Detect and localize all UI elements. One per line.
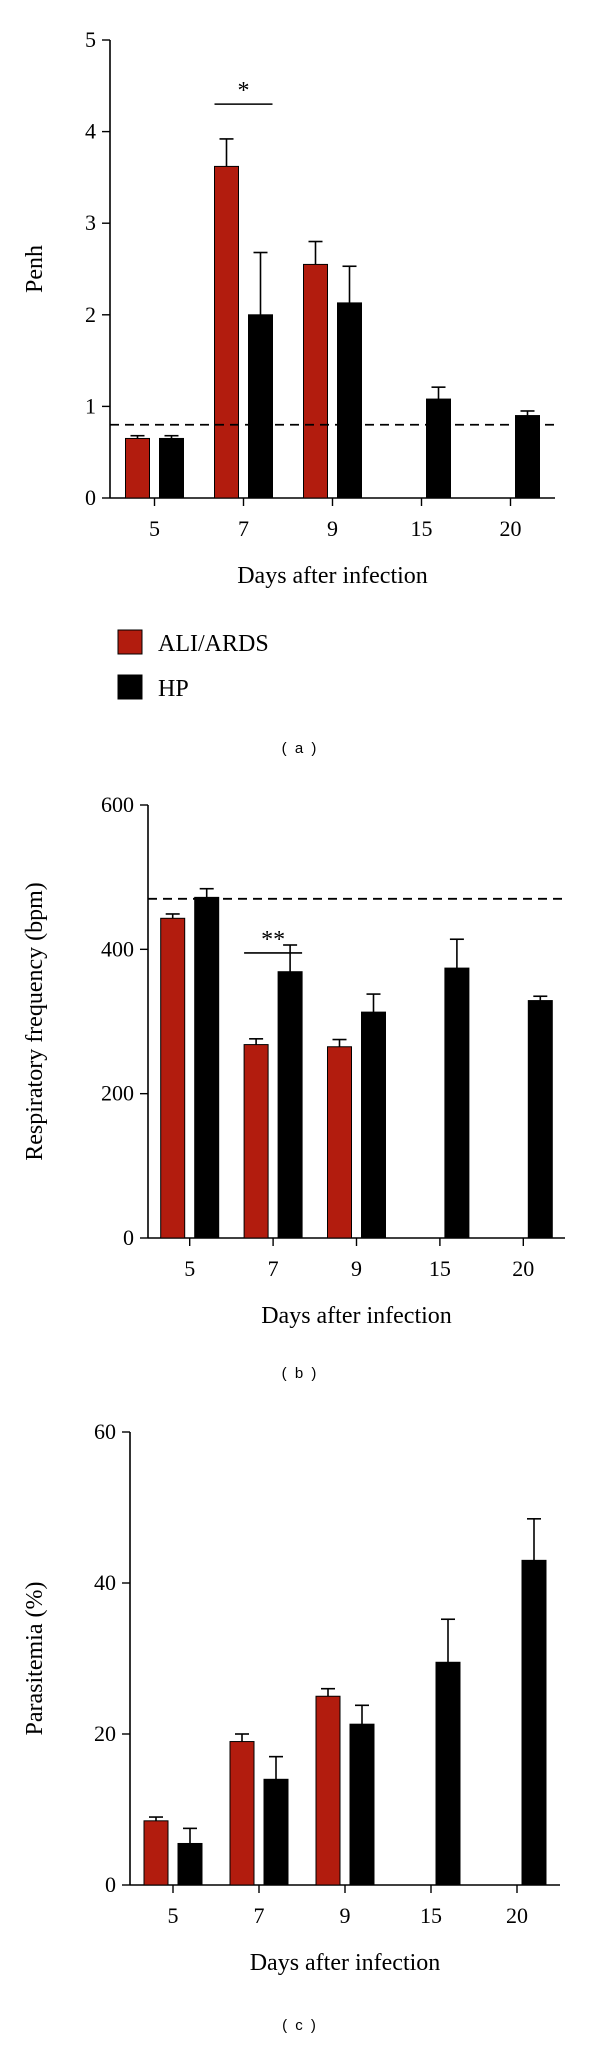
bar-hp-9 xyxy=(361,1011,386,1239)
x-tick-label: 9 xyxy=(351,1256,362,1281)
significance-label: * xyxy=(238,78,250,104)
panel-label: ( b ) xyxy=(282,1365,319,1382)
x-tick-label: 20 xyxy=(512,1256,534,1281)
legend: ALI/ARDS HP xyxy=(117,629,269,702)
bar-hp-20 xyxy=(521,1559,547,1886)
bar-ali-ards-5 xyxy=(143,1820,169,1886)
chart-panel-a: 0 1 2 3 4 5 5 7 9 15 20 * Days after infection Penh ( … xyxy=(22,27,555,757)
y-tick-label: 2 xyxy=(85,302,96,327)
bar-ali-ards-5 xyxy=(125,437,150,499)
x-tick-label: 9 xyxy=(340,1903,351,1928)
y-tick-label: 400 xyxy=(101,936,134,961)
significance-label: ** xyxy=(261,927,285,953)
y-tick-label: 60 xyxy=(94,1419,116,1444)
y-tick-label: 200 xyxy=(101,1081,134,1106)
legend-swatch xyxy=(117,629,143,655)
chart-panel-c: 0 20 40 60 5 7 9 15 20 Days after infection Parasi… xyxy=(22,1419,560,2034)
bar-hp-5 xyxy=(159,437,184,499)
x-axis-title: Days after infection xyxy=(237,563,428,589)
bar-ali-ards-7 xyxy=(214,165,239,499)
x-axis-title: Days after infection xyxy=(250,1950,441,1976)
y-tick-label: 40 xyxy=(94,1570,116,1595)
x-tick-label: 5 xyxy=(184,1256,195,1281)
x-tick-label: 7 xyxy=(238,516,249,541)
y-tick-label: 0 xyxy=(123,1225,134,1250)
x-tick-label: 15 xyxy=(420,1903,442,1928)
bar-hp-7 xyxy=(248,314,273,499)
x-tick-label: 7 xyxy=(254,1903,265,1928)
bar-hp-5 xyxy=(177,1842,203,1886)
bar-ali-ards-9 xyxy=(327,1046,352,1239)
y-tick-label: 0 xyxy=(105,1872,116,1897)
bar-hp-5 xyxy=(194,896,220,1239)
y-tick-label: 20 xyxy=(94,1721,116,1746)
bar-hp-20 xyxy=(527,1000,553,1239)
bar-hp-15 xyxy=(426,398,451,499)
y-tick-label: 600 xyxy=(101,792,134,817)
x-tick-label: 20 xyxy=(500,516,522,541)
x-tick-label: 5 xyxy=(149,516,160,541)
bar-ali-ards-7 xyxy=(243,1044,269,1239)
x-tick-label: 5 xyxy=(168,1903,179,1928)
bar-hp-15 xyxy=(435,1661,461,1886)
y-tick-label: 5 xyxy=(85,27,96,52)
y-axis-title: Respiratory frequency (bpm) xyxy=(22,882,48,1161)
bar-hp-20 xyxy=(515,415,540,499)
legend-label: HP xyxy=(158,676,189,702)
bar-ali-ards-9 xyxy=(303,263,328,499)
bar-ali-ards-5 xyxy=(160,917,186,1239)
y-tick-label: 4 xyxy=(85,119,96,144)
legend-swatch xyxy=(117,674,143,700)
panel-label: ( a ) xyxy=(282,740,319,757)
y-tick-label: 1 xyxy=(85,393,96,418)
x-tick-label: 15 xyxy=(411,516,433,541)
panel-label: ( c ) xyxy=(282,2017,318,2034)
x-tick-label: 15 xyxy=(429,1256,451,1281)
x-axis-title: Days after infection xyxy=(261,1303,452,1329)
y-axis-title: Parasitemia (%) xyxy=(22,1582,48,1736)
y-axis-title: Penh xyxy=(22,245,48,293)
y-tick-label: 0 xyxy=(85,485,96,510)
legend-label: ALI/ARDS xyxy=(158,631,269,657)
y-tick-label: 3 xyxy=(85,210,96,235)
bar-hp-7 xyxy=(263,1778,289,1886)
bar-ali-ards-9 xyxy=(315,1695,341,1886)
x-tick-label: 9 xyxy=(327,516,338,541)
chart-panel-b: 0 200 400 600 5 7 9 15 20 ** Days after infection R… xyxy=(22,792,565,1382)
x-tick-label: 7 xyxy=(268,1256,279,1281)
bar-ali-ards-7 xyxy=(229,1741,255,1886)
bar-hp-9 xyxy=(349,1723,375,1886)
bar-hp-9 xyxy=(337,302,362,499)
bar-hp-7 xyxy=(277,971,303,1239)
x-tick-label: 20 xyxy=(506,1903,528,1928)
bar-hp-15 xyxy=(444,967,470,1239)
